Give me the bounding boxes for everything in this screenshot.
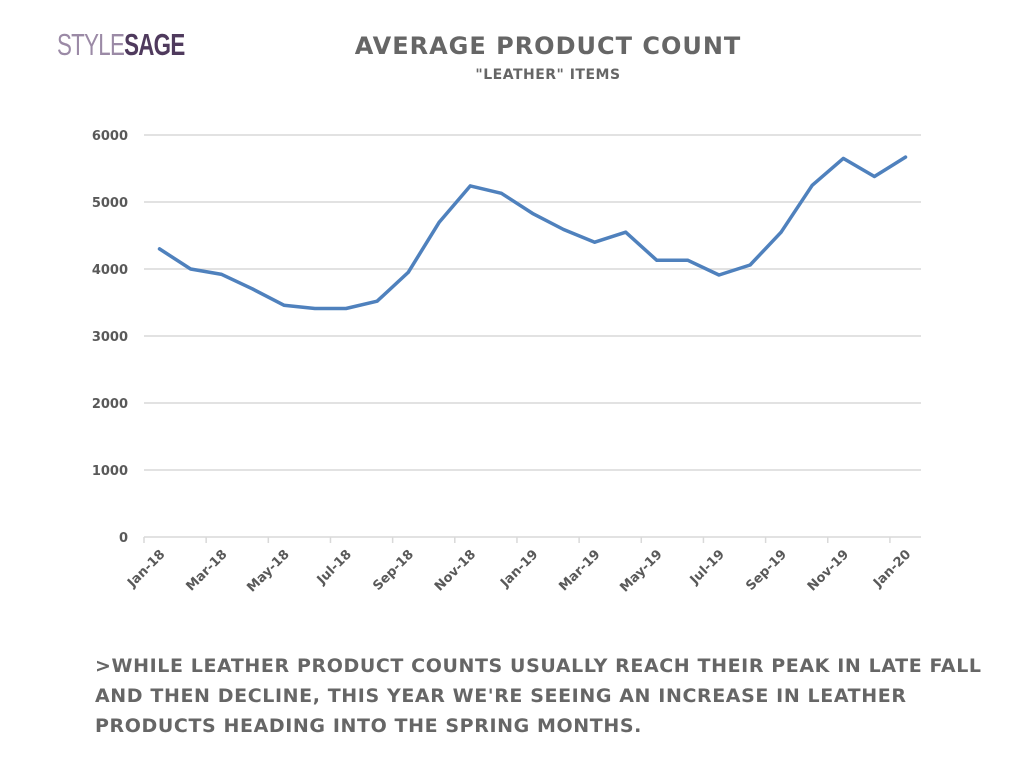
gridlines bbox=[144, 134, 921, 471]
x-axis bbox=[143, 536, 921, 543]
x-tick-label: Nov-18 bbox=[432, 547, 479, 594]
x-tick-label: Jan-18 bbox=[124, 547, 168, 591]
data-point bbox=[779, 230, 783, 234]
x-tick-label: Jan-19 bbox=[497, 547, 541, 591]
data-point bbox=[717, 273, 721, 277]
data-point bbox=[593, 240, 597, 244]
data-point bbox=[531, 211, 534, 215]
data-point bbox=[903, 155, 907, 159]
x-tick-label: Mar-18 bbox=[183, 547, 230, 594]
x-tick-label: Jan-20 bbox=[870, 547, 914, 591]
data-point bbox=[375, 299, 379, 303]
data-point bbox=[872, 175, 876, 179]
data-point bbox=[251, 287, 255, 291]
x-tick-label: Sep-18 bbox=[370, 547, 417, 594]
series-layer bbox=[157, 155, 908, 311]
x-tick-label: May-18 bbox=[244, 547, 292, 595]
y-tick-label: 5000 bbox=[92, 196, 128, 211]
data-point bbox=[810, 183, 814, 187]
x-tick-label: Jul-18 bbox=[314, 547, 355, 588]
x-tick-label: May-19 bbox=[617, 547, 665, 595]
data-point bbox=[841, 156, 845, 160]
series-line bbox=[157, 155, 908, 311]
logo-part-sage: SAGE bbox=[124, 27, 185, 62]
x-tick-label: Mar-19 bbox=[556, 547, 603, 594]
x-tick-label: Nov-19 bbox=[805, 547, 852, 594]
data-point bbox=[406, 270, 410, 274]
data-point bbox=[158, 247, 162, 251]
chart-title: AVERAGE PRODUCT COUNT bbox=[354, 32, 742, 60]
stylesage-logo: STYLESAGE bbox=[57, 27, 185, 63]
data-point bbox=[686, 258, 690, 262]
data-point bbox=[748, 263, 752, 267]
data-point bbox=[189, 267, 193, 271]
y-tick-label: 0 bbox=[119, 531, 128, 546]
data-point bbox=[437, 220, 441, 224]
x-tick-label: Jul-19 bbox=[687, 547, 728, 588]
x-axis-ticks: Jan-18 Mar-18 May-18 Jul-18 Sep-18 Nov-18 Jan-… bbox=[124, 547, 914, 595]
chart-subtitle: "LEATHER" ITEMS bbox=[475, 67, 621, 83]
data-point bbox=[499, 191, 503, 195]
data-point bbox=[344, 307, 348, 311]
y-tick-label: 1000 bbox=[92, 464, 128, 479]
logo-part-style: STYLE bbox=[57, 27, 125, 62]
data-point bbox=[220, 272, 224, 276]
y-axis-ticks: 0 1000 2000 3000 4000 5000 6000 bbox=[92, 129, 128, 546]
insight-note: >WHILE LEATHER PRODUCT COUNTS USUALLY RE… bbox=[95, 655, 982, 737]
y-tick-label: 6000 bbox=[92, 129, 128, 144]
line-chart: 0 1000 2000 3000 4000 5000 6000 Jan-18 Mar-18 Ma… bbox=[92, 129, 921, 596]
y-tick-label: 4000 bbox=[92, 263, 128, 278]
y-tick-label: 3000 bbox=[92, 330, 128, 345]
y-tick-label: 2000 bbox=[92, 397, 128, 412]
data-point bbox=[562, 227, 566, 231]
x-tick-label: Sep-19 bbox=[743, 547, 790, 594]
data-point bbox=[468, 184, 472, 188]
data-point bbox=[313, 307, 317, 311]
data-point bbox=[282, 303, 286, 307]
data-point bbox=[624, 230, 628, 234]
data-point bbox=[655, 258, 659, 262]
